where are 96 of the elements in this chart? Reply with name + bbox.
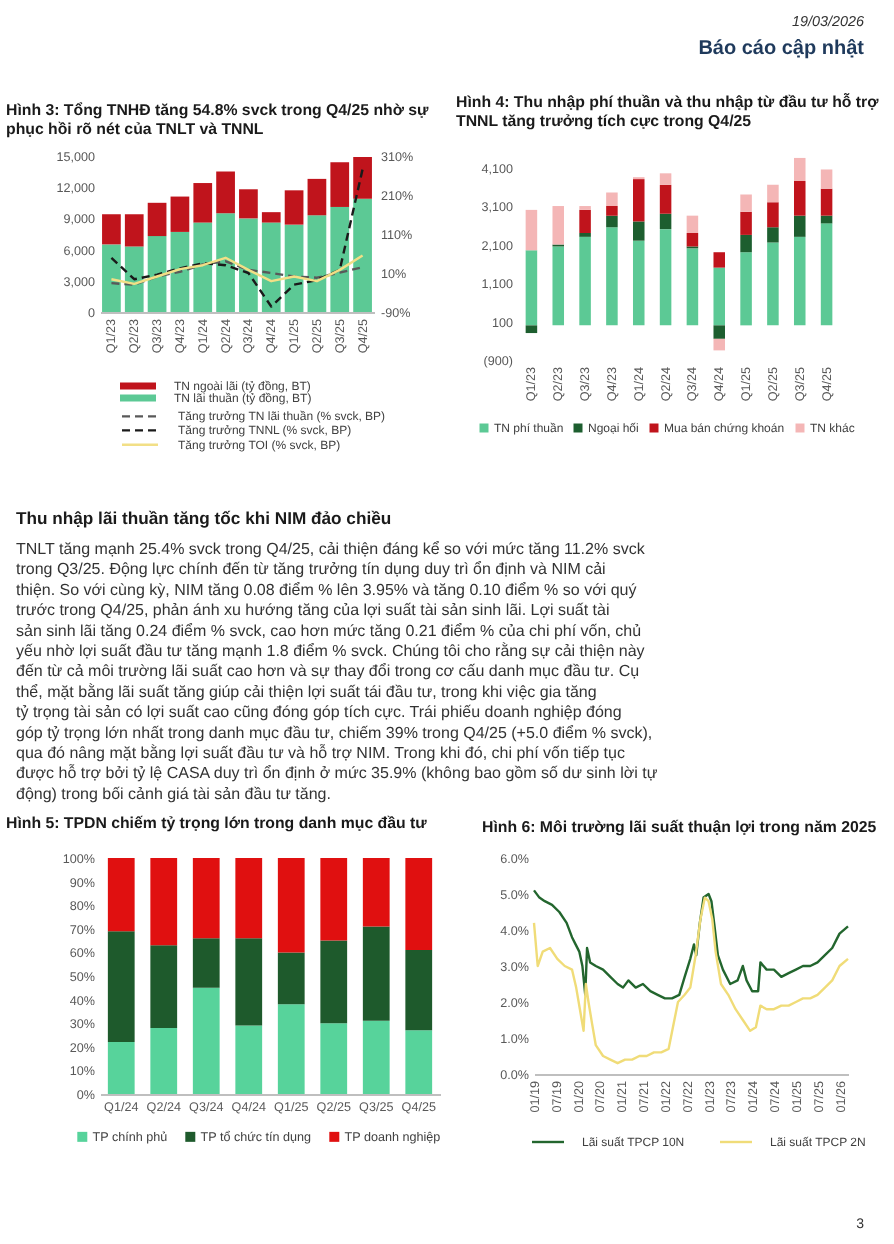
bar [659,173,672,185]
bar [686,215,699,233]
bar [239,189,258,219]
bar [767,184,779,203]
text: Báo cáo cập nhật [698,38,866,60]
bar [793,236,806,326]
bar [320,940,348,1024]
bar [284,190,304,225]
bar [713,338,726,351]
bar [793,181,806,216]
bar [193,222,213,312]
bar [740,211,752,235]
bar [107,931,135,1043]
line-series [532,896,850,1065]
bar [552,246,565,326]
bar [713,267,726,326]
bar [793,215,806,237]
bar [147,202,167,237]
line-series [110,168,364,308]
bar [277,1004,305,1094]
bar [362,1020,390,1094]
bar [632,240,645,326]
bar [767,242,779,326]
bar [192,858,220,939]
bar [235,858,263,939]
text: Thu nhập lãi thuần tăng tốc khi NIM đảo chiều [16,508,392,528]
bar [606,192,618,207]
bar [216,213,235,312]
bar [353,198,372,312]
bar [767,202,779,228]
bar [659,213,672,230]
bar [606,206,618,216]
bar [307,215,327,312]
bar [606,227,618,326]
bar [405,950,433,1031]
bar [261,222,281,312]
bar [686,232,699,247]
bar [170,196,190,232]
bar [192,938,220,988]
bar [150,858,178,946]
bar [261,212,281,223]
bar [192,987,220,1094]
bar [150,1027,178,1094]
bar [235,1025,263,1094]
bar [147,236,167,312]
bar [102,214,121,245]
bar [170,231,190,312]
bar [820,223,833,326]
line-series [110,254,364,286]
bar [405,1030,433,1094]
bar [659,229,672,326]
bar [284,224,304,312]
bar [353,157,372,199]
bar [320,858,348,941]
bar [330,206,350,312]
bar [235,938,263,1026]
bar [405,858,433,951]
bar [193,183,213,223]
bar [767,227,779,243]
bar [820,188,833,216]
bar [320,1023,348,1094]
bar [686,248,699,326]
bar [362,858,390,927]
bar [525,209,538,251]
bar [552,206,565,245]
bar [525,325,538,334]
bar [107,1042,135,1094]
bar [307,178,327,216]
bar [740,252,752,326]
bar [713,252,726,268]
bar [277,858,305,953]
bar [102,244,121,312]
bar [793,157,806,182]
bar [632,221,645,241]
bar [362,926,390,1021]
bar [107,858,135,932]
bar [277,952,305,1005]
bar [239,218,258,312]
bar [124,214,144,247]
bar [216,171,235,214]
bar [659,184,672,214]
bar [713,325,726,339]
line-series [532,889,850,1000]
bar [820,169,833,189]
line-series [110,260,364,286]
bar [525,250,538,326]
bar [740,194,752,212]
bar [124,246,144,312]
bar [579,236,591,326]
bar [606,215,618,228]
bar [579,209,591,233]
bar [330,162,350,207]
bar [740,234,752,253]
bar [632,179,645,222]
text: TNLT tăng mạnh 25.4% svck trong Q4/25, cải thiện đáng kể so với mức tăng 11.2% svck trong Q3/25. Động lực chính đến từ tăng trưởng tín dụng duy trì ổn định và NIM cải thiện. So với cùng kỳ, NIM tăng 0.08 điểm % lên 3.95% và tăng 0.10 điểm % so với quý trước trong Q4/25, phản ánh xu hướng tăng của lợi suất tài sản sinh lãi. Lợi suất tài sản sinh lãi tăng 0.24 điểm % svck, cao hơn mức tăng 0.21 điểm % của chi phí vốn, chủ yếu nhờ lợi suất đầu tư tăng mạnh 1.8 điểm % svck. Chúng tôi cho rằng sự cải thiện này đến từ cả môi trường lãi suất cao hơn và sự thay đổi trong cơ cấu danh mục đầu tư. Cụ thể, mặt bằng lãi suất tăng giúp cải thiện lợi suất tái đầu tư, trong khi việc gia tăng tỷ trọng tài sản có lợi suất cao cũng đóng góp tích cực. Trái phiếu doanh nghiệp đóng góp tỷ trọng lớn nhất trong danh mục đầu tư, chiếm 39% trong Q4/25 (+5.0 điểm % svck), qua đó nâng mặt bằng lợi suất đầu tư và hỗ trợ NIM. Trong khi đó, chi phí vốn tiếp tục được hỗ trợ bởi tỷ lệ CASA duy trì ổn định ở mức 35.9% (không bao gồm số dư sinh lời tự động) trong bối cảnh giá tài sản đầu tư tăng. [16,540,658,803]
bar [150,945,178,1028]
